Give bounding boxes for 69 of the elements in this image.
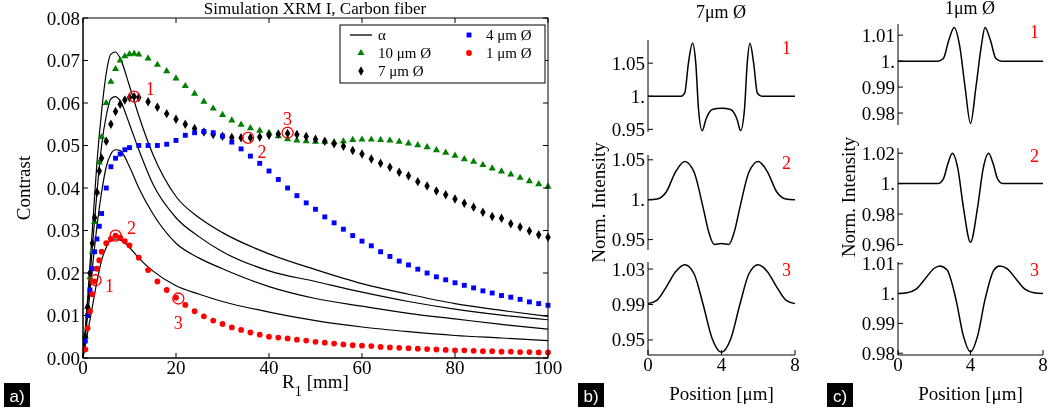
annotation: 1: [105, 276, 115, 297]
legend-label: α: [378, 27, 386, 43]
x-axis-title: Position [μm]: [918, 383, 1023, 404]
y-tick-label: 1.: [880, 173, 895, 195]
y-tick-label: 0.95: [611, 229, 645, 251]
y-tick-label: 1.03: [611, 258, 645, 280]
annotation: 2: [127, 217, 137, 238]
x-tick-label: 0: [643, 354, 653, 375]
annotation: 1: [145, 78, 155, 99]
chart-title: Simulation XRM I, Carbon fiber: [203, 0, 427, 18]
y-tick-label: 0.02: [46, 262, 80, 284]
y-tick-label: 0.03: [46, 220, 80, 241]
chart-title: 1μm Ø: [944, 0, 996, 18]
y-axis-title: Contrast: [13, 155, 34, 221]
legend-label: 10 μm Ø: [378, 45, 432, 61]
y-tick-label: 1.05: [611, 149, 645, 171]
legend-label: 1 μm Ø: [486, 45, 532, 61]
y-tick-label: 0.95: [611, 118, 645, 140]
y-tick-label: 0.99: [861, 76, 895, 98]
y-tick-label: 0.08: [46, 7, 80, 29]
x-tick-label: 80: [445, 357, 465, 378]
x-axis-title: Position [μm]: [669, 383, 774, 404]
y-tick-label: 0.07: [46, 50, 80, 71]
annotation: 1: [782, 38, 791, 58]
x-tick-label: 8: [1038, 354, 1048, 375]
text: b): [583, 386, 599, 406]
y-tick-label: 1.02: [861, 142, 895, 164]
annotation: 3: [1030, 260, 1039, 280]
y-tick-label: 1.05: [611, 52, 645, 74]
x-tick-label: 60: [352, 357, 372, 378]
y-tick-label: 0.98: [861, 203, 895, 225]
y-tick-label: 1.: [880, 50, 895, 72]
x-tick-label: 100: [533, 357, 563, 378]
y-tick-label: 0.04: [46, 177, 81, 199]
y-tick-label: 0.01: [46, 305, 80, 326]
legend-label: 4 μm Ø: [486, 27, 532, 43]
chart-title: 7μm Ø: [695, 2, 747, 22]
y-tick-label: 0.96: [861, 233, 895, 255]
y-tick-label: 0.99: [861, 312, 895, 334]
text: a): [9, 386, 25, 406]
annotation: 2: [257, 141, 267, 162]
y-tick-label: 0.06: [46, 92, 80, 114]
y-axis-title: Norm. Intensity: [838, 136, 859, 258]
x-axis-title: R$_{1}$ [mm]: [282, 371, 349, 399]
text: c): [832, 386, 848, 406]
y-tick-label: 1.: [630, 189, 645, 211]
y-tick-label: 1.: [880, 283, 895, 305]
y-axis-title: Norm. Intensity: [588, 141, 609, 263]
x-tick-label: 4: [965, 354, 976, 375]
y-tick-label: 0.00: [46, 347, 80, 369]
y-tick-label: 0.99: [611, 294, 645, 316]
annotation: 2: [782, 153, 791, 173]
y-tick-label: 0.05: [46, 135, 80, 156]
y-tick-label: 1.01: [861, 253, 895, 275]
x-tick-label: 4: [716, 354, 727, 375]
annotation: 2: [1030, 146, 1039, 166]
x-tick-label: 20: [166, 357, 186, 378]
annotation: 3: [283, 108, 293, 129]
annotation: 3: [173, 312, 183, 333]
y-tick-label: 0.95: [611, 329, 645, 351]
x-tick-label: 8: [790, 354, 800, 375]
y-tick-label: 0.98: [861, 102, 895, 124]
x-tick-label: 40: [259, 357, 279, 378]
y-tick-label: 1.: [630, 85, 645, 107]
y-tick-label: 0.98: [861, 342, 895, 364]
annotation: 1: [1030, 22, 1039, 42]
legend-label: 7 μm Ø: [378, 63, 424, 79]
y-tick-label: 1.01: [861, 24, 895, 46]
annotation: 3: [782, 260, 791, 280]
